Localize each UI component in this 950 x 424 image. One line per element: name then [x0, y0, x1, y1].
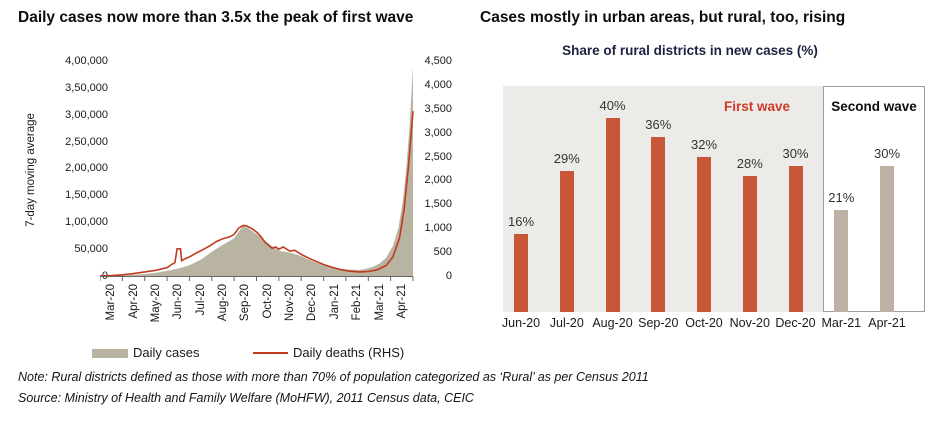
bar-x-label: Mar-21 [821, 316, 862, 330]
rhs-tick-label: 1,500 [424, 198, 452, 211]
bar-value-label: 32% [690, 137, 718, 152]
right-chart-title: Cases mostly in urban areas, but rural, … [480, 9, 846, 26]
left-chart-y-axis-title: 7-day moving average [25, 113, 37, 227]
cases-deaths-combo-chart [100, 66, 414, 281]
bar-nov-20 [742, 176, 757, 312]
lhs-tick-label: 0 [40, 269, 108, 283]
note-text: Note: Rural districts defined as those w… [18, 370, 649, 384]
bar-x-label: Oct-20 [685, 316, 723, 330]
daily-deaths-line-series [100, 111, 414, 277]
left-chart-x-label: Nov-20 [284, 284, 296, 322]
daily-deaths-legend-label: Daily deaths (RHS) [293, 345, 405, 360]
left-chart-x-label: Sep-20 [239, 284, 252, 322]
bar-x-label: Jul-20 [549, 316, 584, 330]
x-axis-tick-marks [100, 276, 414, 281]
right-chart-subtitle: Share of rural districts in new cases (%… [562, 43, 818, 58]
bar-sep-20 [651, 137, 666, 312]
left-chart-x-label: Aug-20 [217, 284, 229, 322]
bar-aug-20 [605, 118, 620, 312]
left-chart-x-label: Jun-20 [172, 284, 185, 320]
bar-value-label: 29% [553, 151, 580, 166]
daily-cases-legend-swatch [92, 349, 128, 358]
rhs-tick-label: 2,000 [424, 174, 452, 187]
left-chart-x-label: Dec-20 [306, 284, 319, 322]
bar-value-label: 30% [782, 146, 809, 161]
daily-cases-area-series [100, 66, 413, 277]
bar-x-label: Jun-20 [501, 316, 541, 330]
second-wave-panel [823, 86, 925, 312]
left-chart-x-label: Mar-20 [105, 284, 118, 321]
bar-x-label: Aug-20 [592, 316, 633, 330]
lhs-tick-label: 3,00,000 [65, 108, 108, 121]
bar-x-label: Sep-20 [638, 316, 679, 330]
left-chart-x-label: Jan-21 [328, 284, 341, 320]
bar-value-label: 36% [645, 117, 672, 132]
rhs-tick-label: 1,000 [424, 222, 452, 235]
rhs-tick-label: 500 [433, 246, 452, 259]
rhs-tick-label: 2,500 [424, 150, 452, 163]
left-chart-x-label: Apr-20 [127, 284, 140, 319]
bar-dec-20 [788, 166, 803, 312]
bar-value-label: 16% [507, 214, 535, 229]
first-wave-annotation: First wave [723, 99, 791, 114]
second-wave-annotation: Second wave [831, 99, 917, 114]
left-chart-x-label: Apr-21 [395, 284, 408, 319]
lhs-tick-label: 2,00,000 [65, 162, 108, 175]
bar-oct-20 [697, 157, 711, 312]
bar-x-label: Nov-20 [729, 316, 770, 330]
left-chart-x-label: Feb-21 [351, 284, 364, 321]
bar-jun-20 [514, 234, 528, 312]
lhs-tick-label: 3,50,000 [65, 81, 108, 94]
bar-apr-21 [880, 166, 894, 312]
lhs-tick-label: 50,000 [74, 243, 108, 256]
daily-cases-legend-label: Daily cases [133, 345, 200, 360]
lhs-tick-label: 4,00,000 [65, 54, 108, 67]
source-text: Source: Ministry of Health and Family We… [18, 391, 474, 405]
bar-value-label: 21% [828, 190, 855, 205]
bar-value-label: 28% [736, 156, 763, 171]
rhs-tick-label: 3,500 [424, 102, 452, 115]
left-chart-x-label: Jul-20 [194, 284, 207, 316]
bar-value-label: 40% [599, 98, 626, 113]
rhs-tick-label: 4,500 [424, 54, 452, 67]
bar-jul-20 [559, 171, 574, 312]
left-chart-x-label: Mar-21 [373, 284, 386, 321]
lhs-tick-label: 1,00,000 [65, 216, 108, 229]
bar-x-label: Dec-20 [775, 316, 816, 330]
rhs-tick-label: 3,000 [424, 126, 452, 139]
left-chart-title: Daily cases now more than 3.5x the peak … [18, 9, 414, 26]
rhs-tick-label: 0 [445, 270, 452, 282]
left-chart-x-label: May-20 [149, 284, 162, 323]
bar-x-label: Apr-21 [868, 316, 906, 330]
left-chart-x-label: Oct-20 [261, 284, 274, 319]
rhs-tick-label: 4,000 [424, 78, 452, 91]
lhs-tick-label: 1,50,000 [65, 189, 108, 202]
lhs-tick-label: 2,50,000 [65, 135, 108, 148]
bar-value-label: 30% [873, 146, 901, 161]
bar-mar-21 [834, 210, 849, 312]
daily-deaths-legend-swatch [253, 352, 288, 354]
